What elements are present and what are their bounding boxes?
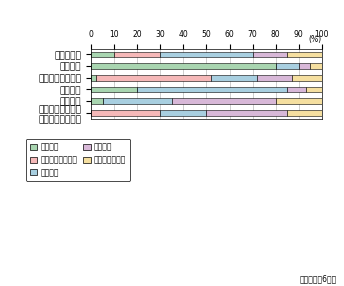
Bar [91, 87, 137, 92]
Bar [305, 87, 322, 92]
Bar [287, 110, 322, 116]
Bar [206, 110, 287, 116]
Bar [292, 75, 322, 81]
Bar [91, 75, 96, 81]
Text: (%): (%) [309, 35, 322, 44]
Bar [96, 75, 211, 81]
Bar [91, 51, 114, 57]
Bar [172, 98, 276, 104]
Bar [160, 51, 252, 57]
Bar [91, 63, 276, 69]
Bar [252, 51, 287, 57]
Legend: 日本企機, アジア太平洋企機, 北米企機, 西欧企機, その他地域企機: 日本企機, アジア太平洋企機, 北米企機, 西欧企機, その他地域企機 [26, 139, 130, 181]
Bar [276, 98, 322, 104]
Bar [137, 87, 287, 92]
Bar [310, 63, 322, 69]
Bar [160, 110, 206, 116]
Bar [91, 98, 103, 104]
Bar [211, 75, 257, 81]
Text: 出典は付到6参照: 出典は付到6参照 [300, 274, 337, 283]
Bar [299, 63, 310, 69]
Bar [114, 51, 160, 57]
Bar [287, 51, 322, 57]
Bar [257, 75, 292, 81]
Bar [91, 110, 160, 116]
Bar [276, 63, 299, 69]
Bar [103, 98, 172, 104]
Bar [287, 87, 305, 92]
